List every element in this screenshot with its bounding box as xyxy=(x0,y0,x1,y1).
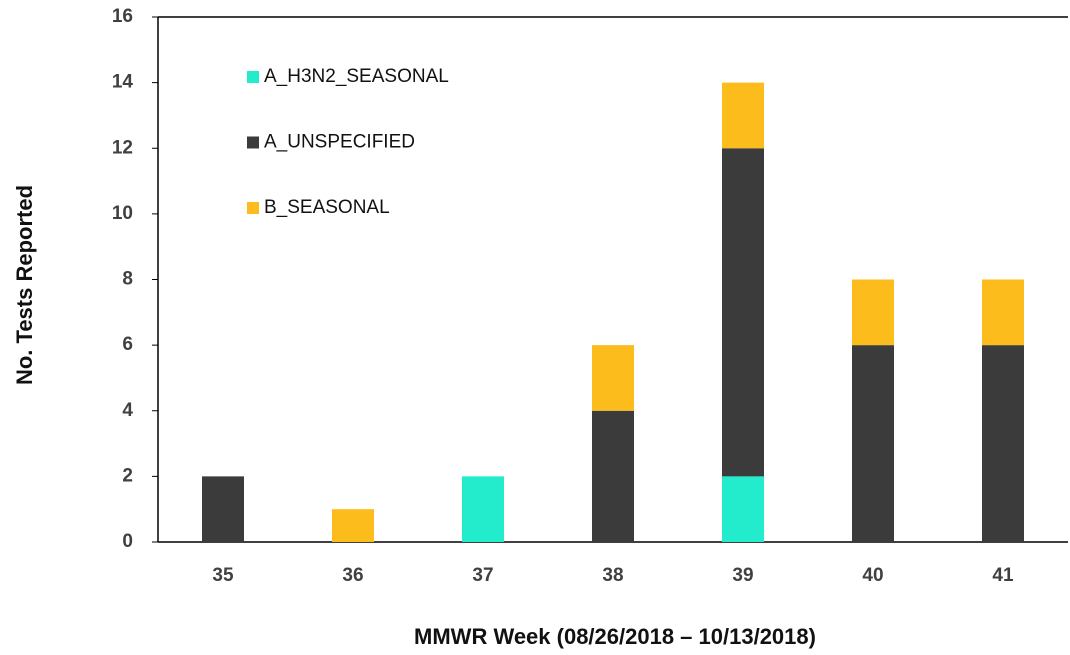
y-tick-label: 4 xyxy=(122,400,133,421)
y-tick-label: 10 xyxy=(112,203,133,224)
bar-segment xyxy=(982,345,1024,542)
y-tick-label: 16 xyxy=(112,6,133,27)
bar-segment xyxy=(982,279,1024,346)
legend-label: A_H3N2_SEASONAL xyxy=(264,66,449,87)
bar-segment xyxy=(202,476,244,542)
legend-label: A_UNSPECIFIED xyxy=(264,132,415,153)
y-tick-label: 12 xyxy=(112,137,133,158)
y-tick-label: 6 xyxy=(122,334,133,355)
x-tick-label: 40 xyxy=(862,565,883,586)
y-tick-label: 0 xyxy=(122,531,133,552)
bar-segment xyxy=(332,509,374,542)
bar-segment xyxy=(722,82,764,149)
bar-segment xyxy=(722,148,764,477)
y-tick-label: 14 xyxy=(112,72,134,93)
legend-label: B_SEASONAL xyxy=(264,197,390,218)
x-tick-label: 39 xyxy=(732,565,753,586)
y-tick-label: 2 xyxy=(122,465,133,486)
x-tick-label: 41 xyxy=(992,565,1014,586)
bar-segment xyxy=(852,345,894,542)
x-tick-label: 36 xyxy=(342,565,363,586)
bar-segment xyxy=(722,476,764,542)
bar-segment xyxy=(462,476,504,542)
x-tick-label: 37 xyxy=(472,565,493,586)
y-axis-title: No. Tests Reported xyxy=(12,185,37,385)
x-axis-title: MMWR Week (08/26/2018 – 10/13/2018) xyxy=(414,624,816,649)
legend-swatch xyxy=(247,136,259,149)
x-tick-label: 35 xyxy=(212,565,234,586)
bar-segment xyxy=(852,279,894,346)
x-tick-label: 38 xyxy=(602,565,623,586)
legend-swatch xyxy=(247,71,259,83)
legend-swatch xyxy=(247,202,259,214)
bar-segment xyxy=(592,345,634,411)
y-tick-label: 8 xyxy=(122,269,133,290)
bar-segment xyxy=(592,410,634,542)
